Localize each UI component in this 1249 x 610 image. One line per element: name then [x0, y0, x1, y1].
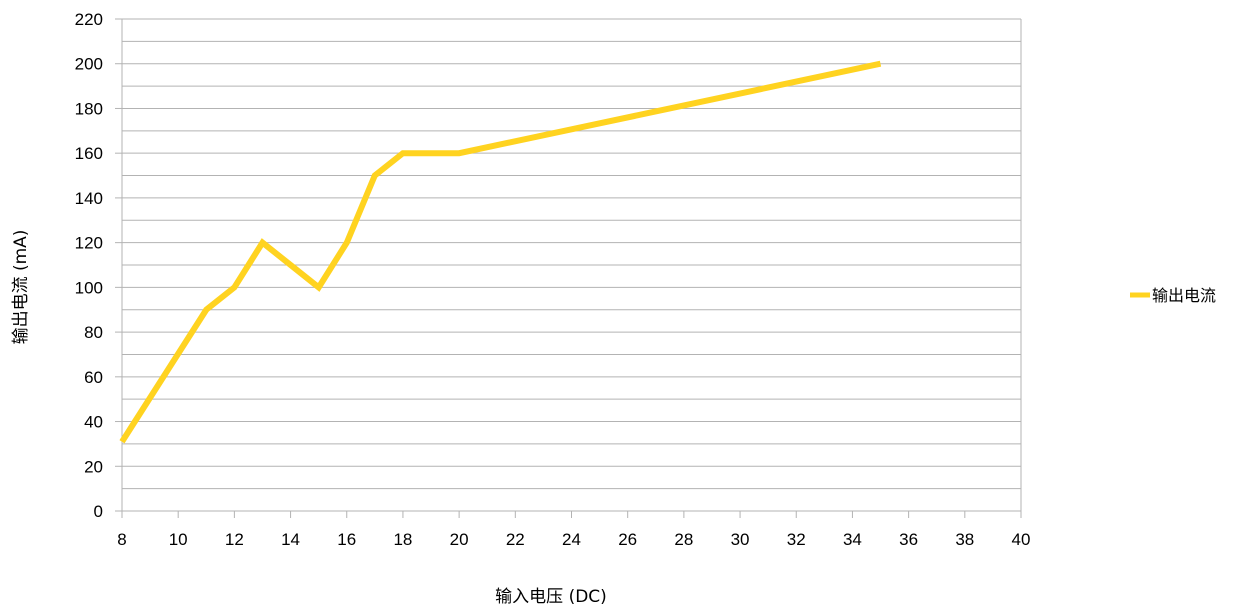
y-tick-label: 140: [75, 189, 103, 208]
x-tick-label: 28: [674, 530, 693, 549]
y-tick-label: 20: [84, 457, 103, 476]
y-tick-label: 200: [75, 55, 103, 74]
x-tick-label: 18: [393, 530, 412, 549]
y-tick-label: 120: [75, 234, 103, 253]
x-tick-label: 14: [281, 530, 300, 549]
gridlines: [122, 18, 1022, 512]
x-tick-label: 34: [843, 530, 862, 549]
x-tick-label: 12: [225, 530, 244, 549]
x-tick-label: 32: [787, 530, 806, 549]
x-tick-label: 24: [562, 530, 581, 549]
y-axis-title: 输出电流 (mA): [11, 230, 31, 345]
x-tick-labels: 8 10 12 14 16 18 20 22 24 26 28 30 32 34 36 38 40: [117, 511, 1030, 549]
y-tick-label: 0: [94, 502, 103, 521]
y-tick-label: 160: [75, 144, 103, 163]
x-tick-label: 30: [731, 530, 750, 549]
x-axis-title: 输入电压 (DC): [495, 587, 607, 607]
x-tick-label: 36: [899, 530, 918, 549]
x-tick-label: 10: [169, 530, 188, 549]
x-tick-label: 38: [955, 530, 974, 549]
x-tick-label: 8: [117, 530, 126, 549]
y-tick-label: 100: [75, 278, 103, 297]
series-line: [119, 60, 882, 444]
series-lines: [119, 60, 882, 444]
x-tick-label: 40: [1012, 530, 1031, 549]
legend-label: 输出电流: [1152, 286, 1216, 305]
y-tick-labels: 0 20 40 60 80 100 120 140 160 180 200 220: [75, 10, 122, 521]
x-tick-label: 26: [618, 530, 637, 549]
x-tick-label: 22: [506, 530, 525, 549]
x-tick-label: 16: [337, 530, 356, 549]
y-tick-label: 180: [75, 99, 103, 118]
legend: 输出电流: [1130, 286, 1216, 305]
x-tick-label: 20: [450, 530, 469, 549]
y-tick-label: 220: [75, 10, 103, 29]
y-tick-label: 60: [84, 368, 103, 387]
y-tick-label: 80: [84, 323, 103, 342]
y-tick-label: 40: [84, 413, 103, 432]
